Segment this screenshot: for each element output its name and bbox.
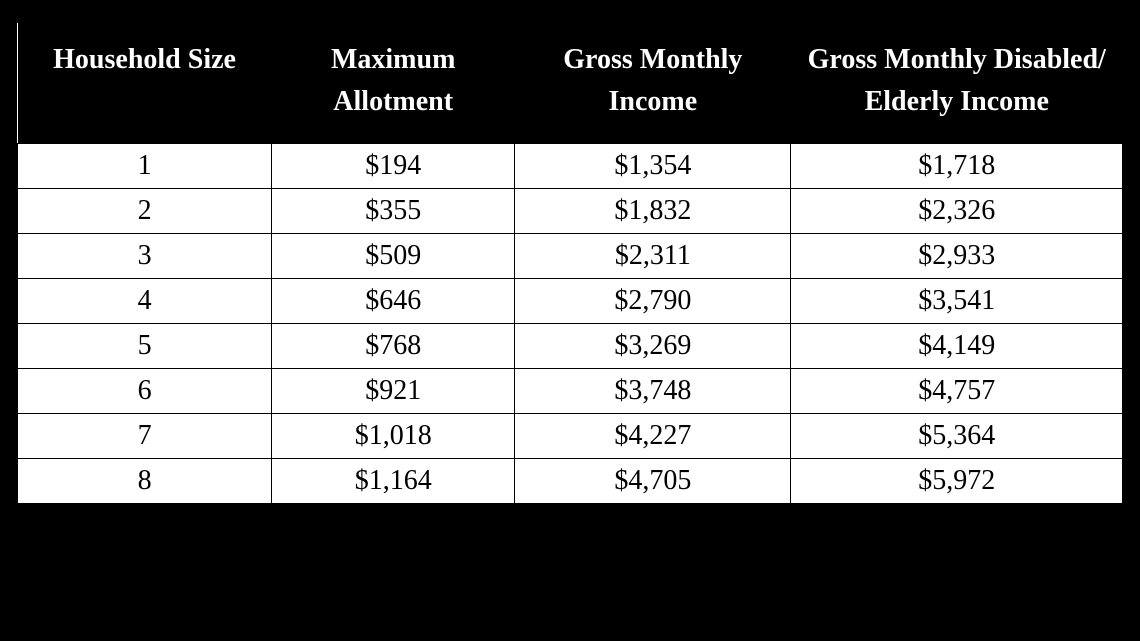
allotment-table: Household Size Maximum Allotment Gross M… <box>17 23 1123 504</box>
cell-max-allotment: $1,018 <box>272 414 515 459</box>
cell-household-size: 4 <box>18 279 272 324</box>
table-row: 7 $1,018 $4,227 $5,364 <box>18 414 1123 459</box>
cell-max-allotment: $646 <box>272 279 515 324</box>
col-header-max-allotment: Maximum Allotment <box>272 23 515 144</box>
cell-gross-income: $2,311 <box>515 234 791 279</box>
table-row: 4 $646 $2,790 $3,541 <box>18 279 1123 324</box>
cell-household-size: 6 <box>18 369 272 414</box>
table-row: 5 $768 $3,269 $4,149 <box>18 324 1123 369</box>
cell-disabled-elderly-income: $3,541 <box>791 279 1123 324</box>
table-body: 1 $194 $1,354 $1,718 2 $355 $1,832 $2,32… <box>18 144 1123 504</box>
cell-disabled-elderly-income: $5,364 <box>791 414 1123 459</box>
cell-gross-income: $4,227 <box>515 414 791 459</box>
col-header-household-size: Household Size <box>18 23 272 144</box>
cell-max-allotment: $194 <box>272 144 515 189</box>
cell-max-allotment: $355 <box>272 189 515 234</box>
cell-disabled-elderly-income: $2,933 <box>791 234 1123 279</box>
cell-max-allotment: $1,164 <box>272 459 515 504</box>
cell-gross-income: $3,748 <box>515 369 791 414</box>
cell-household-size: 3 <box>18 234 272 279</box>
table-header: Household Size Maximum Allotment Gross M… <box>18 23 1123 144</box>
allotment-table-container: Household Size Maximum Allotment Gross M… <box>14 20 1126 507</box>
cell-disabled-elderly-income: $2,326 <box>791 189 1123 234</box>
cell-disabled-elderly-income: $5,972 <box>791 459 1123 504</box>
table-row: 6 $921 $3,748 $4,757 <box>18 369 1123 414</box>
table-row: 2 $355 $1,832 $2,326 <box>18 189 1123 234</box>
cell-gross-income: $1,832 <box>515 189 791 234</box>
table-header-row: Household Size Maximum Allotment Gross M… <box>18 23 1123 144</box>
col-header-gross-monthly-disabled-elderly: Gross Monthly Disabled/ Elderly Income <box>791 23 1123 144</box>
table-row: 3 $509 $2,311 $2,933 <box>18 234 1123 279</box>
table-row: 8 $1,164 $4,705 $5,972 <box>18 459 1123 504</box>
cell-gross-income: $2,790 <box>515 279 791 324</box>
cell-disabled-elderly-income: $4,149 <box>791 324 1123 369</box>
cell-gross-income: $4,705 <box>515 459 791 504</box>
cell-max-allotment: $768 <box>272 324 515 369</box>
cell-household-size: 8 <box>18 459 272 504</box>
cell-max-allotment: $921 <box>272 369 515 414</box>
cell-gross-income: $1,354 <box>515 144 791 189</box>
cell-max-allotment: $509 <box>272 234 515 279</box>
cell-household-size: 1 <box>18 144 272 189</box>
cell-disabled-elderly-income: $4,757 <box>791 369 1123 414</box>
cell-gross-income: $3,269 <box>515 324 791 369</box>
cell-household-size: 5 <box>18 324 272 369</box>
col-header-gross-monthly-income: Gross Monthly Income <box>515 23 791 144</box>
cell-household-size: 2 <box>18 189 272 234</box>
cell-disabled-elderly-income: $1,718 <box>791 144 1123 189</box>
table-row: 1 $194 $1,354 $1,718 <box>18 144 1123 189</box>
cell-household-size: 7 <box>18 414 272 459</box>
